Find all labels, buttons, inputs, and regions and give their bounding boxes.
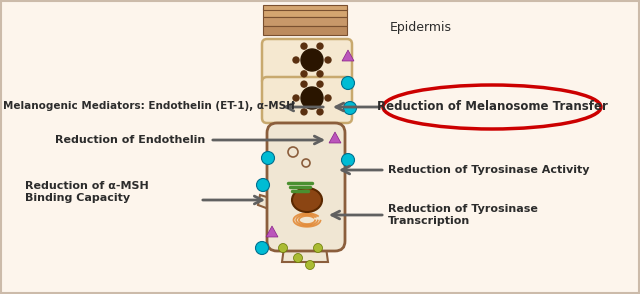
Circle shape xyxy=(317,71,323,77)
FancyBboxPatch shape xyxy=(263,8,347,17)
Text: Reduction of Melanosome Transfer: Reduction of Melanosome Transfer xyxy=(376,101,607,113)
Circle shape xyxy=(301,71,307,77)
FancyBboxPatch shape xyxy=(267,123,345,251)
Circle shape xyxy=(317,43,323,49)
Circle shape xyxy=(317,81,323,87)
FancyBboxPatch shape xyxy=(262,39,352,85)
Circle shape xyxy=(262,151,275,165)
Circle shape xyxy=(325,95,331,101)
Circle shape xyxy=(305,260,314,270)
Polygon shape xyxy=(258,195,277,212)
Text: Reduction of α-MSH
Binding Capacity: Reduction of α-MSH Binding Capacity xyxy=(25,181,148,203)
Text: Reduction of Tyrosinase
Transcription: Reduction of Tyrosinase Transcription xyxy=(388,204,538,226)
Text: Reduction of Tyrosinase Activity: Reduction of Tyrosinase Activity xyxy=(388,165,589,175)
Circle shape xyxy=(302,159,310,167)
Circle shape xyxy=(278,243,287,253)
Circle shape xyxy=(301,87,323,109)
Circle shape xyxy=(301,43,307,49)
Polygon shape xyxy=(282,240,328,262)
Polygon shape xyxy=(342,50,354,61)
Ellipse shape xyxy=(292,188,322,212)
Polygon shape xyxy=(266,226,278,237)
Circle shape xyxy=(288,147,298,157)
FancyBboxPatch shape xyxy=(262,77,352,123)
Circle shape xyxy=(293,57,299,63)
Circle shape xyxy=(314,243,323,253)
FancyBboxPatch shape xyxy=(263,26,347,35)
Circle shape xyxy=(317,109,323,115)
Text: Melanogenic Mediators: Endothelin (ET-1), α-MSH: Melanogenic Mediators: Endothelin (ET-1)… xyxy=(3,101,295,111)
Circle shape xyxy=(301,81,307,87)
Text: Reduction of Endothelin: Reduction of Endothelin xyxy=(55,135,205,145)
Circle shape xyxy=(255,241,269,255)
Circle shape xyxy=(294,253,303,263)
FancyBboxPatch shape xyxy=(263,17,347,26)
Circle shape xyxy=(325,57,331,63)
Circle shape xyxy=(301,109,307,115)
Text: Epidermis: Epidermis xyxy=(390,21,452,34)
FancyBboxPatch shape xyxy=(263,5,347,10)
Circle shape xyxy=(301,49,323,71)
Circle shape xyxy=(342,153,355,166)
Circle shape xyxy=(257,178,269,191)
Circle shape xyxy=(344,101,356,114)
Polygon shape xyxy=(292,120,322,132)
Polygon shape xyxy=(329,132,341,143)
Circle shape xyxy=(342,76,355,89)
Circle shape xyxy=(293,95,299,101)
